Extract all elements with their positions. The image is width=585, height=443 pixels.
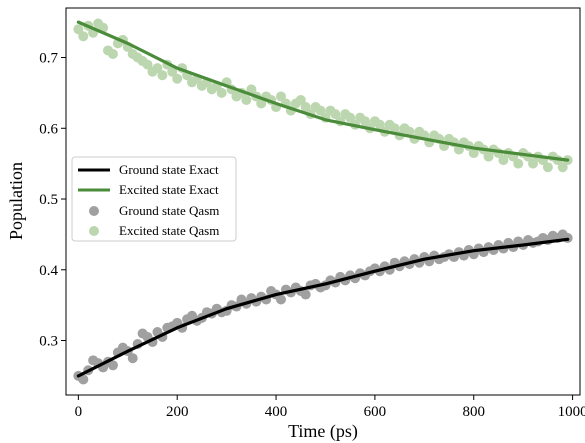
data-point [483, 151, 494, 162]
data-point [330, 109, 341, 120]
data-point [360, 116, 371, 127]
legend-swatch-excited-qasm [89, 226, 99, 236]
y-tick-label: 0.7 [39, 51, 58, 67]
data-point [107, 360, 118, 371]
data-point [152, 63, 163, 74]
data-point [216, 87, 227, 98]
legend-label-ground-qasm: Ground state Qasm [119, 203, 219, 218]
data-point [295, 94, 306, 105]
series-excited-state-qasm [73, 18, 573, 173]
data-point [542, 162, 553, 173]
y-axis-label: Population [6, 162, 26, 240]
data-point [528, 158, 539, 169]
legend-box [71, 156, 237, 242]
data-point [246, 84, 257, 95]
y-tick-label: 0.5 [39, 192, 58, 208]
data-point [513, 158, 524, 169]
data-point [468, 148, 479, 159]
data-point [389, 123, 400, 134]
y-tick-label: 0.4 [39, 263, 58, 279]
data-point [142, 59, 153, 70]
data-point [127, 353, 138, 364]
x-tick-label: 400 [265, 404, 288, 420]
data-point [107, 48, 118, 59]
x-axis-label: Time (ps) [288, 421, 358, 442]
y-tick-label: 0.3 [39, 334, 58, 350]
data-point [167, 66, 178, 77]
data-point [275, 91, 286, 102]
legend: Ground state Exact Excited state Exact G… [71, 156, 237, 242]
x-tick-label: 0 [75, 404, 83, 420]
data-point [275, 294, 286, 305]
data-point [498, 155, 509, 166]
legend-label-ground-exact: Ground state Exact [119, 162, 219, 177]
data-point [172, 73, 183, 84]
plot-frame [65, 7, 581, 396]
data-layer [73, 18, 573, 385]
ticks-layer: 0 200 400 600 800 1000 0.3 0.4 0.5 0.6 0.7 [39, 51, 585, 420]
legend-label-excited-qasm: Excited state Qasm [119, 223, 219, 238]
data-point [241, 94, 252, 105]
data-point [345, 112, 356, 123]
data-point [374, 119, 385, 130]
data-point [256, 98, 267, 109]
series-line-excited-state-exact [76, 20, 570, 162]
data-point [300, 102, 311, 113]
data-point [78, 31, 89, 42]
x-tick-label: 200 [166, 404, 189, 420]
series-ground-state-qasm [73, 229, 573, 385]
x-tick-label: 800 [462, 404, 485, 420]
legend-swatch-ground-qasm [89, 206, 99, 216]
x-tick-label: 600 [364, 404, 387, 420]
y-tick-label: 0.6 [39, 121, 58, 137]
data-point [78, 374, 89, 385]
data-point [73, 24, 84, 35]
data-point [557, 162, 568, 173]
data-point [315, 105, 326, 116]
data-point [157, 70, 168, 81]
x-tick-label: 1000 [558, 404, 585, 420]
legend-label-excited-exact: Excited state Exact [119, 182, 219, 197]
series-line-ground-state-exact [76, 237, 570, 378]
data-point [300, 289, 311, 300]
